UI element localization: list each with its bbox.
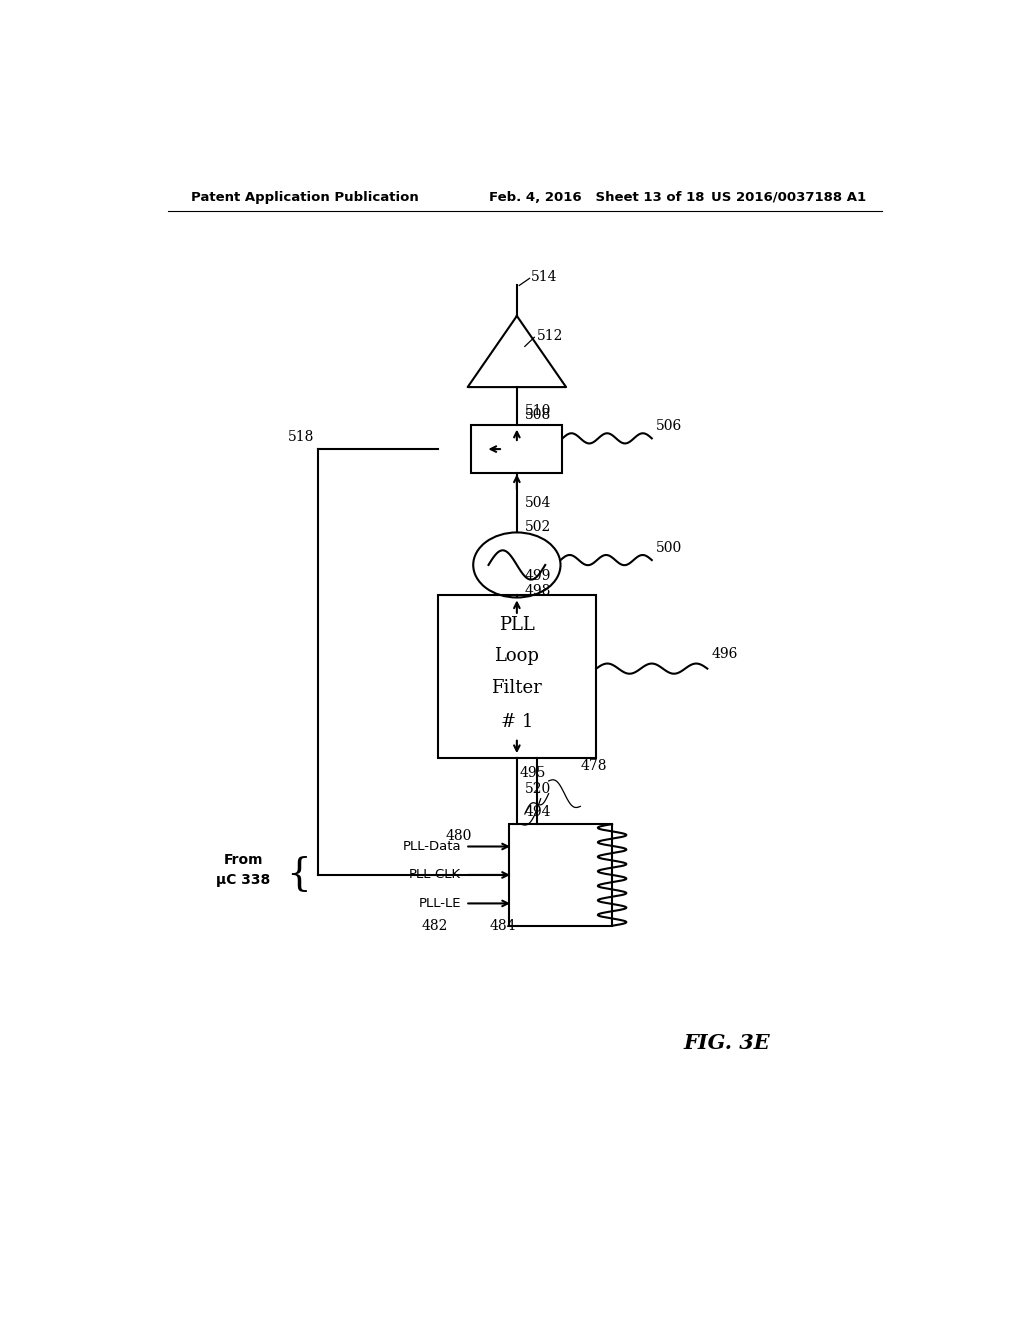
Text: Feb. 4, 2016   Sheet 13 of 18: Feb. 4, 2016 Sheet 13 of 18	[489, 190, 705, 203]
Bar	[437, 595, 596, 758]
Text: # 1: # 1	[501, 713, 534, 731]
Text: 500: 500	[655, 541, 682, 554]
Text: 499: 499	[524, 569, 551, 583]
Text: From: From	[223, 853, 263, 867]
Bar	[509, 824, 612, 925]
Text: PLL-LE: PLL-LE	[419, 896, 461, 909]
Text: 506: 506	[655, 420, 682, 433]
Text: FIG. 3E: FIG. 3E	[684, 1032, 770, 1052]
Text: 512: 512	[537, 329, 563, 343]
Text: 518: 518	[288, 430, 314, 444]
Text: 484: 484	[489, 919, 516, 933]
Text: PLL: PLL	[499, 615, 535, 634]
Text: 482: 482	[422, 919, 449, 933]
Text: 496: 496	[712, 647, 737, 661]
Bar	[471, 425, 562, 474]
Text: 504: 504	[524, 496, 551, 510]
Text: 502: 502	[524, 520, 551, 535]
Text: {: {	[287, 857, 311, 894]
Text: Filter: Filter	[492, 680, 543, 697]
Text: 495: 495	[519, 767, 546, 780]
Text: US 2016/0037188 A1: US 2016/0037188 A1	[711, 190, 866, 203]
Text: 494: 494	[524, 805, 551, 818]
Text: 508: 508	[524, 408, 551, 421]
Text: Loop: Loop	[495, 647, 540, 665]
Text: PLL-Data: PLL-Data	[402, 840, 461, 853]
Text: 498: 498	[524, 585, 551, 598]
Text: 514: 514	[531, 271, 558, 284]
Text: Patent Application Publication: Patent Application Publication	[191, 190, 419, 203]
Text: 510: 510	[524, 404, 551, 418]
Text: 520: 520	[524, 781, 551, 796]
Text: 478: 478	[581, 759, 607, 772]
Text: μC 338: μC 338	[216, 873, 270, 887]
Text: 480: 480	[445, 829, 472, 843]
Text: PLL-CLK: PLL-CLK	[410, 869, 461, 882]
